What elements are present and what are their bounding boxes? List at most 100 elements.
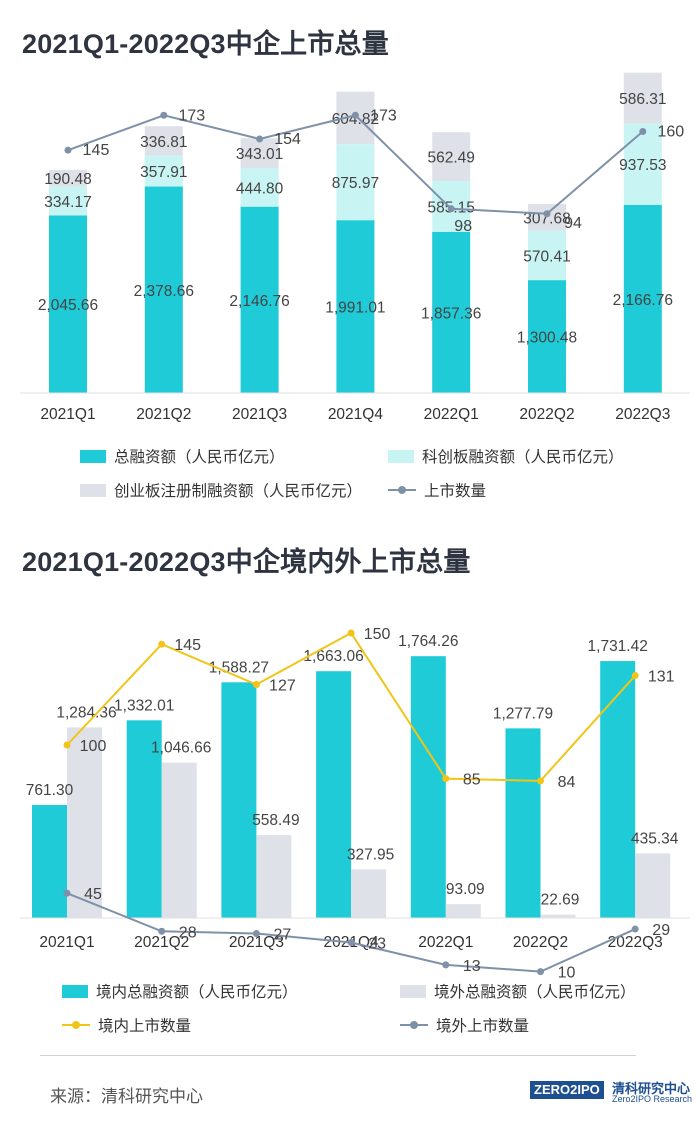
label-total-2021Q1: 2,045.66 [38, 297, 98, 314]
x-tick-2022Q3: 2022Q3 [615, 406, 670, 423]
label-overseas-2022Q1: 93.09 [446, 881, 485, 898]
legend-label-0: 总融资额（人民币亿元） [114, 449, 285, 466]
chart1-svg: 2,045.66 334.17 190.48 2021Q1 2,378.66 357.91… [20, 72, 690, 423]
label-domestic-listings-2021Q4: 150 [364, 626, 391, 643]
bar-chinext-2022Q3 [623, 72, 662, 124]
footer-divider [40, 1055, 636, 1056]
label-domestic-listings-2022Q1: 85 [463, 772, 481, 789]
legend-swatch-0 [62, 984, 88, 998]
brand-logo: ZERO2IPO 清科研究中心 Zero2IPO Research [530, 1078, 692, 1108]
bar-overseas-2021Q3 [256, 835, 292, 918]
label-overseas-listings-2022Q3: 29 [652, 922, 670, 939]
legend-label-2: 创业板注册制融资额（人民币亿元） [114, 483, 363, 500]
label-domestic-2021Q2: 1,332.01 [114, 697, 174, 714]
legend-label-2: 境内上市数量 [98, 1018, 192, 1035]
label-listings-2022Q1: 98 [454, 218, 472, 235]
label-overseas-2021Q2: 1,046.66 [151, 740, 211, 757]
label-overseas-2022Q3: 435.34 [631, 830, 679, 847]
bar-domestic-2021Q3 [221, 682, 257, 918]
bar-overseas-2021Q2 [161, 762, 197, 918]
x-tick2-2021Q2: 2021Q2 [134, 934, 189, 951]
label-overseas-2021Q1: 1,284.36 [56, 704, 116, 721]
point-listings-2021Q3 [256, 135, 264, 143]
label-star-2021Q1: 334.17 [44, 194, 91, 211]
bar-domestic-2021Q1 [32, 805, 67, 918]
label-domestic-2021Q3: 1,588.27 [209, 659, 269, 676]
legend-swatch-3 [400, 1019, 428, 1031]
x-tick2-2021Q1: 2021Q1 [39, 934, 94, 951]
label-overseas-listings-2021Q2: 28 [179, 924, 197, 941]
label-star-2021Q2: 357.91 [140, 164, 187, 181]
label-total-2022Q2: 1,300.48 [517, 330, 577, 347]
label-overseas-listings-2021Q3: 27 [274, 927, 292, 944]
label-chinext-2021Q3: 343.01 [236, 146, 283, 163]
bar-total-2022Q1 [432, 231, 471, 393]
legend-label-0: 境内总融资额（人民币亿元） [96, 984, 298, 1001]
point-overseas-listings-2022Q2 [537, 968, 544, 976]
legend-item-2: 创业板注册制融资额（人民币亿元） [80, 479, 362, 501]
label-listings-2021Q4: 173 [370, 107, 397, 124]
bar-chinext-2021Q2 [144, 126, 183, 156]
label-listings-2022Q3: 160 [657, 123, 684, 140]
legend-item-2: 境内上市数量 [62, 1014, 191, 1036]
label-listings-2021Q3: 154 [274, 131, 301, 148]
label-domestic-listings-2021Q1: 100 [80, 738, 107, 755]
label-chinext-2021Q1: 190.48 [44, 171, 91, 188]
point-overseas-listings-2021Q2 [158, 927, 166, 935]
label-domestic-listings-2022Q3: 131 [648, 669, 675, 686]
label-star-2022Q3: 937.53 [619, 157, 666, 174]
label-star-2021Q4: 875.97 [332, 175, 379, 192]
x-tick2-2021Q3: 2021Q3 [229, 934, 284, 951]
legend-label-1: 境外总融资额（人民币亿元） [434, 984, 636, 1001]
brand-logo-mark: ZERO2IPO [530, 1081, 604, 1099]
x-tick2-2022Q2: 2022Q2 [513, 934, 568, 951]
label-overseas-listings-2022Q1: 13 [463, 958, 481, 975]
legend-swatch-2 [62, 1019, 90, 1031]
legend-swatch-3 [388, 484, 416, 496]
bar-star-2021Q4 [336, 144, 375, 221]
legend-item-3: 上市数量 [388, 479, 486, 501]
bar-domestic-2022Q3 [600, 661, 636, 918]
x-tick2-2022Q3: 2022Q3 [608, 934, 663, 951]
bar-total-2021Q2 [144, 186, 183, 393]
point-listings-2021Q2 [160, 111, 168, 119]
x-tick-2022Q1: 2022Q1 [424, 406, 479, 423]
bar-total-2021Q4 [336, 220, 375, 393]
label-chinext-2021Q2: 336.81 [140, 134, 187, 151]
label-domestic-listings-2021Q3: 127 [269, 678, 296, 695]
legend-item-1: 科创板融资额（人民币亿元） [388, 445, 624, 467]
label-domestic-listings-2022Q2: 84 [558, 774, 576, 791]
point-domestic-listings-2022Q3 [631, 672, 639, 680]
point-overseas-listings-2022Q3 [631, 925, 639, 933]
label-overseas-2021Q4: 327.95 [347, 846, 394, 863]
label-listings-2021Q1: 145 [83, 142, 110, 159]
bar-overseas-2021Q4 [351, 869, 387, 918]
bar-overseas-2022Q1 [445, 904, 481, 918]
label-domestic-2021Q4: 1,663.06 [303, 648, 363, 665]
bar-chinext-2021Q3 [240, 138, 279, 169]
point-listings-2022Q1 [447, 205, 455, 213]
chart2-svg: 761.30 1,284.36 2021Q1 1,332.01 1,046.66 2021… [20, 626, 690, 982]
legend-swatch-0 [80, 449, 106, 463]
x-tick-2021Q3: 2021Q3 [232, 406, 287, 423]
x-tick-2022Q2: 2022Q2 [519, 406, 574, 423]
x-tick-2021Q2: 2021Q2 [136, 406, 191, 423]
legend-swatch-1 [400, 984, 426, 998]
point-domestic-listings-2022Q2 [537, 777, 544, 785]
label-chinext-2021Q4: 604.82 [332, 111, 379, 128]
bar-domestic-2021Q2 [126, 720, 162, 918]
label-listings-2021Q2: 173 [178, 107, 205, 124]
point-overseas-listings-2022Q1 [442, 961, 450, 969]
point-listings-2021Q4 [351, 111, 359, 119]
bar-star-2022Q2 [528, 230, 566, 281]
chart1-title: 2021Q1-2022Q3中企上市总量 [22, 29, 389, 59]
legend-swatch-1 [388, 449, 414, 463]
label-domestic-2022Q1: 1,764.26 [398, 633, 458, 650]
bar-star-2021Q2 [144, 155, 183, 187]
legend-label-1: 科创板融资额（人民币亿元） [422, 449, 624, 466]
legend-label-3: 境外上市数量 [436, 1018, 530, 1035]
legend-item-3: 境外上市数量 [400, 1014, 529, 1036]
bar-domestic-2021Q4 [316, 671, 352, 918]
bar-domestic-2022Q2 [505, 728, 541, 918]
label-chinext-2022Q1: 562.49 [427, 150, 474, 167]
